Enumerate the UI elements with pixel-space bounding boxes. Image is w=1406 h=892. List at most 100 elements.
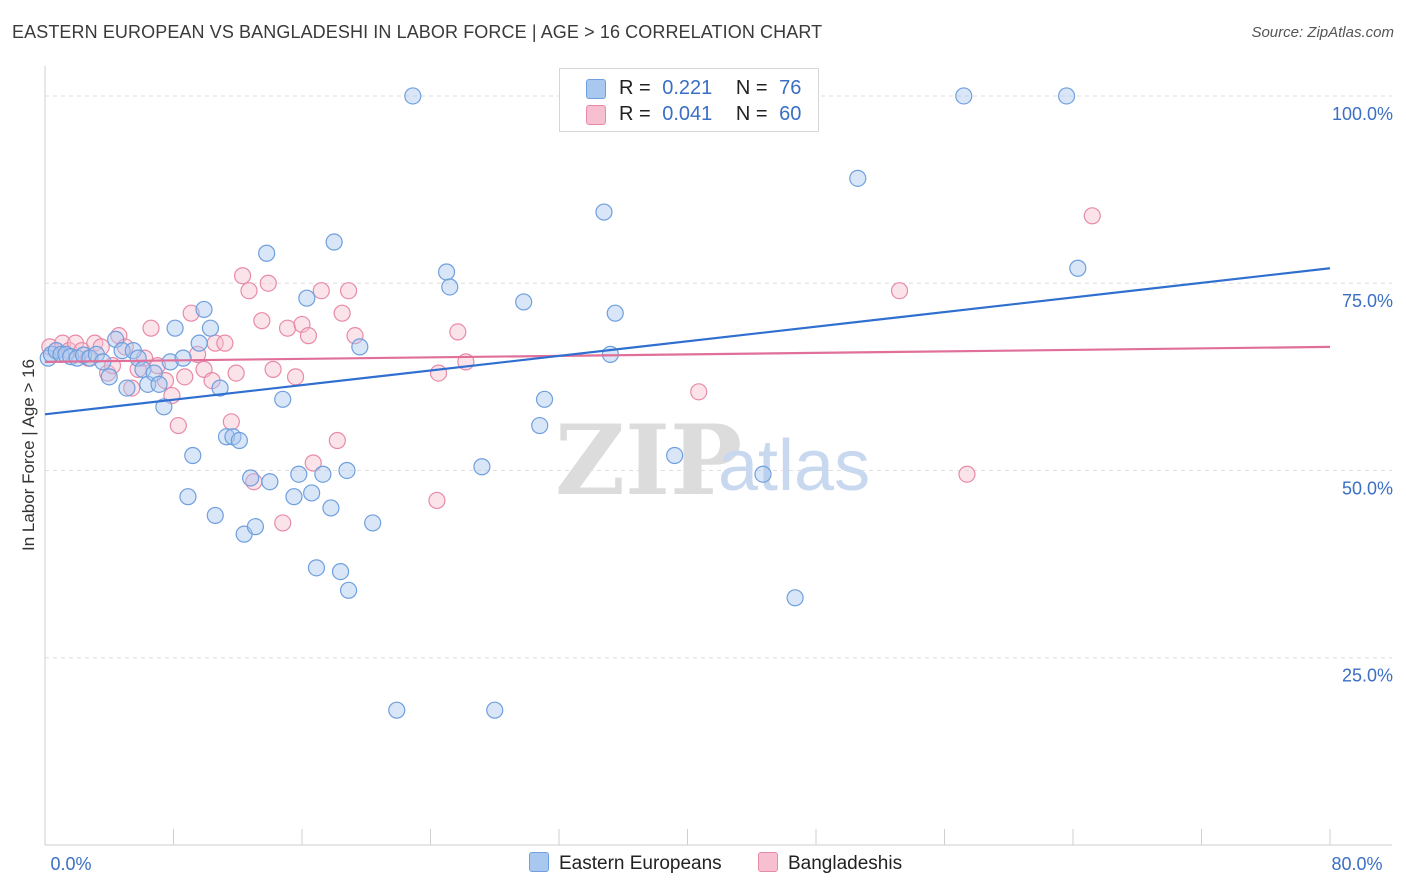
eastern-point-65 xyxy=(606,304,624,322)
y-tick-label-0: 100.0% xyxy=(1332,104,1393,124)
bangladeshi-point-43 xyxy=(328,431,346,450)
chart-title: EASTERN EUROPEAN VS BANGLADESHI IN LABOR… xyxy=(12,22,823,42)
eastern-point-11 xyxy=(100,368,118,386)
legend-swatch-pink xyxy=(586,105,606,125)
y-tick-label-1: 75.0% xyxy=(1342,291,1393,311)
eastern-point-29 xyxy=(201,319,220,337)
y-tick-label-3: 25.0% xyxy=(1342,666,1393,686)
eastern-point-14 xyxy=(118,379,136,397)
eastern-point-48 xyxy=(325,233,343,251)
eastern-point-21 xyxy=(155,398,173,416)
eastern-point-20 xyxy=(150,375,168,393)
eastern-point-47 xyxy=(322,499,340,517)
eastern-point-16 xyxy=(129,349,147,367)
axes xyxy=(44,66,1392,846)
bangladeshi-point-51 xyxy=(690,383,708,401)
bangladeshi-point-47 xyxy=(428,491,446,510)
eastern-point-41 xyxy=(285,488,303,506)
eastern-point-50 xyxy=(338,461,356,480)
bangladeshi-point-34 xyxy=(259,274,277,292)
eastern-point-43 xyxy=(298,289,316,307)
bangladeshi-point-46 xyxy=(346,327,364,345)
bottom-legend-eastern-label: Eastern Europeans xyxy=(559,853,722,874)
eastern-point-40 xyxy=(274,390,292,408)
legend-box: R = 0.221 N = 76 R = 0.041 N = 60 xyxy=(559,68,819,132)
eastern-point-51 xyxy=(339,581,358,599)
bangladeshi-trend-line xyxy=(44,345,1331,363)
bangladeshi-point-30 xyxy=(233,267,252,285)
bangladeshi-point-31 xyxy=(240,282,258,300)
eastern-point-55 xyxy=(404,87,422,105)
grid-lines xyxy=(45,95,1392,659)
bangladeshi-point-27 xyxy=(216,334,234,352)
eastern-point-26 xyxy=(184,446,202,465)
eastern-trend-line xyxy=(44,267,1331,416)
bangladeshi-point-35 xyxy=(264,360,282,378)
eastern-point-32 xyxy=(217,428,236,446)
bottom-legend-swatch-pink xyxy=(758,852,778,872)
bangladeshi-point-52 xyxy=(890,282,909,300)
legend-bangladeshi-n: 60 xyxy=(779,103,802,125)
bangladeshi-point-33 xyxy=(253,312,271,330)
bangladeshi-point-45 xyxy=(339,282,358,300)
eastern-point-70 xyxy=(955,87,973,105)
eastern-point-52 xyxy=(351,338,369,356)
eastern-point-60 xyxy=(515,293,533,311)
bangladeshi-point-53 xyxy=(958,465,976,483)
legend-eastern-n: 76 xyxy=(779,77,802,99)
legend-r-label: R = xyxy=(619,103,651,125)
eastern-point-22 xyxy=(161,353,179,371)
legend-bangladeshi-r: 0.041 xyxy=(662,103,713,125)
bangladeshi-point-13 xyxy=(123,379,141,397)
eastern-point-46 xyxy=(314,465,332,483)
bangladeshi-point-40 xyxy=(299,327,318,345)
eastern-point-71 xyxy=(1057,87,1076,105)
eastern-point-38 xyxy=(258,244,276,262)
bangladeshi-point-36 xyxy=(274,514,292,532)
bangladeshi-point-38 xyxy=(286,368,305,386)
eastern-point-53 xyxy=(364,514,382,532)
eastern-point-62 xyxy=(535,390,554,408)
bottom-legend-eastern: Eastern Europeans xyxy=(529,852,722,875)
legend-r-label: R = xyxy=(619,77,651,99)
eastern-point-34 xyxy=(230,431,248,450)
bangladeshi-point-41 xyxy=(304,454,322,472)
eastern-point-36 xyxy=(242,469,260,487)
bottom-legend-bangladeshi-label: Bangladeshis xyxy=(788,853,903,874)
eastern-point-66 xyxy=(666,446,684,465)
bottom-legend-bangladeshi: Bangladeshis xyxy=(758,852,902,875)
eastern-point-57 xyxy=(441,278,459,296)
eastern-point-69 xyxy=(849,169,867,187)
eastern-point-19 xyxy=(145,364,163,382)
bangladeshi-point-21 xyxy=(176,368,194,386)
x-tick-label-min: 0.0% xyxy=(50,854,91,874)
legend-eastern-r: 0.221 xyxy=(662,77,713,99)
eastern-point-44 xyxy=(303,484,321,502)
eastern-point-37 xyxy=(246,518,265,536)
bottom-legend-swatch-blue xyxy=(529,852,549,872)
y-tick-labels: 100.0% 75.0% 50.0% 25.0% xyxy=(1332,104,1393,686)
bangladeshi-point-20 xyxy=(169,416,187,435)
eastern-point-39 xyxy=(261,473,279,491)
legend-n-label: N = xyxy=(735,77,768,99)
bangladeshi-point-44 xyxy=(333,304,351,322)
x-tick-label-max: 80.0% xyxy=(1331,854,1382,874)
eastern-point-61 xyxy=(531,416,549,435)
eastern-point-28 xyxy=(195,300,213,319)
legend-swatch-blue xyxy=(586,79,606,99)
bangladeshi-point-49 xyxy=(449,323,467,341)
eastern-european-points xyxy=(39,87,1087,719)
eastern-point-59 xyxy=(486,701,504,719)
eastern-point-63 xyxy=(595,203,613,221)
bangladeshi-point-37 xyxy=(278,319,297,337)
y-tick-label-2: 50.0% xyxy=(1342,478,1393,498)
eastern-point-56 xyxy=(437,263,456,281)
eastern-point-31 xyxy=(211,379,229,397)
eastern-point-45 xyxy=(307,559,326,577)
watermark-zip: ZIP xyxy=(555,404,742,517)
eastern-point-30 xyxy=(206,506,224,525)
eastern-point-67 xyxy=(754,465,772,483)
eastern-point-49 xyxy=(331,563,350,581)
eastern-point-58 xyxy=(473,458,491,476)
